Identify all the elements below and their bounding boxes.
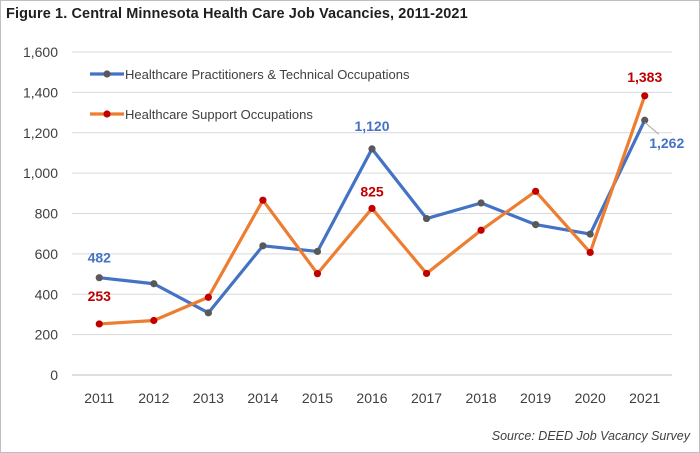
data-point [313, 270, 322, 278]
data-point [477, 199, 485, 207]
x-tick-label: 2013 [193, 390, 224, 406]
data-point [641, 116, 649, 124]
data-point [313, 247, 322, 256]
x-tick-label: 2020 [575, 390, 606, 406]
leader-line [644, 121, 660, 135]
data-point [204, 309, 212, 317]
data-point [422, 214, 431, 223]
data-label: 825 [360, 183, 384, 199]
y-tick-label: 600 [35, 246, 59, 262]
data-point [368, 204, 376, 213]
y-tick-label: 800 [35, 206, 59, 222]
x-tick-label: 2011 [84, 390, 114, 406]
y-tick-label: 1,400 [23, 84, 58, 100]
data-point [586, 230, 594, 238]
data-point [422, 269, 431, 278]
chart-title: Figure 1. Central Minnesota Health Care … [6, 6, 468, 22]
data-point [95, 320, 103, 328]
legend-marker [103, 70, 111, 78]
y-tick-label: 1,600 [23, 44, 58, 60]
legend-marker [103, 110, 111, 118]
x-tick-label: 2012 [138, 390, 169, 406]
y-tick-label: 400 [35, 286, 59, 302]
x-tick-label: 2017 [411, 390, 442, 406]
x-tick-label: 2021 [629, 390, 660, 406]
y-tick-label: 200 [35, 327, 59, 343]
data-point [259, 242, 267, 250]
y-tick-label: 0 [50, 367, 58, 383]
x-tick-label: 2016 [356, 390, 387, 406]
data-point [150, 316, 158, 325]
x-tick-label: 2019 [520, 390, 551, 406]
x-tick-label: 2015 [302, 390, 333, 406]
data-point [368, 145, 376, 153]
data-label: 1,262 [649, 135, 684, 151]
x-tick-label: 2014 [247, 390, 278, 406]
data-point [259, 196, 267, 204]
data-point [532, 187, 540, 195]
data-point [477, 226, 485, 234]
y-tick-label: 1,200 [23, 125, 58, 141]
data-point [204, 293, 212, 301]
data-point [150, 280, 158, 288]
data-label: 1,383 [627, 69, 662, 85]
data-point [532, 221, 540, 229]
data-label: 482 [88, 250, 112, 266]
legend-label-1: Healthcare Practitioners & Technical Occ… [125, 67, 410, 82]
data-point [586, 248, 594, 257]
chart-source: Source: DEED Job Vacancy Survey [491, 429, 690, 443]
data-label: 253 [88, 288, 112, 304]
y-tick-label: 1,000 [23, 165, 58, 181]
legend-label-2: Healthcare Support Occupations [125, 107, 313, 122]
x-tick-label: 2018 [466, 390, 497, 406]
data-point [95, 274, 103, 282]
data-point [641, 92, 649, 100]
data-label: 1,120 [354, 118, 389, 134]
